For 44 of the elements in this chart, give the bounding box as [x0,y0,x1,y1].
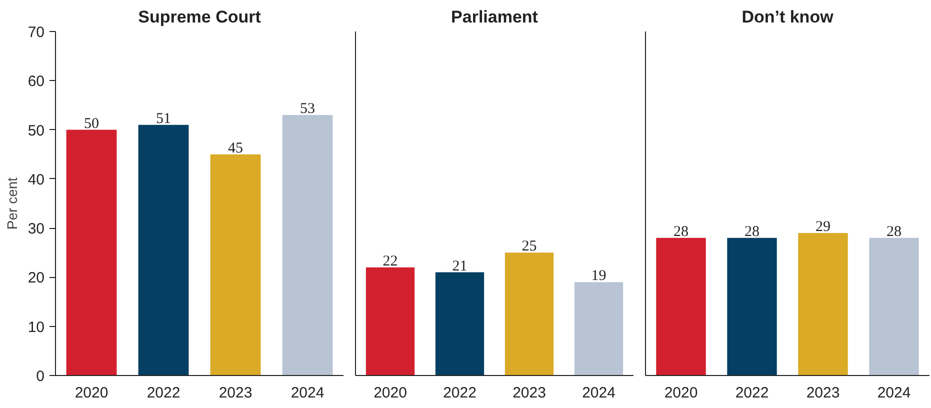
x-tick-label: 2023 [806,384,840,402]
bar [138,124,189,376]
x-tick-label: 2020 [664,384,698,402]
bar [282,115,333,376]
y-tick-label: 60 [28,73,45,90]
bar [574,282,624,376]
y-axis-title: Per cent [4,177,20,230]
bar [435,272,484,376]
y-tick-label: 20 [28,270,45,287]
data-label: 29 [816,218,830,235]
data-label: 53 [300,101,315,118]
data-label: 51 [156,110,171,127]
x-tick-label: 2020 [74,384,108,402]
x-tick-label: 2024 [582,384,616,402]
data-label: 28 [744,224,760,240]
data-label: 22 [382,253,398,270]
bar [366,267,415,376]
y-tick-label: 0 [36,368,44,385]
x-tick-label: 2022 [146,384,180,402]
data-label: 50 [84,116,99,132]
x-tick-label: 2022 [735,384,769,402]
x-tick-label: 2022 [443,384,476,402]
data-label: 25 [522,238,537,255]
data-label: 28 [886,224,902,240]
x-tick-label: 2023 [218,384,252,402]
x-tick-label: 2024 [877,384,911,402]
bar [504,252,554,376]
data-label: 21 [452,258,468,274]
x-tick-label: 2023 [512,384,546,402]
data-label: 28 [674,224,688,240]
y-tick-label: 70 [28,24,45,41]
y-tick-label: 40 [28,171,45,188]
x-tick-label: 2024 [290,384,324,402]
bar [66,130,117,376]
y-tick-label: 30 [28,220,45,238]
data-label: 19 [591,268,606,284]
y-tick-label: 50 [28,122,45,140]
y-tick-label: 10 [28,318,45,336]
x-tick-label: 2020 [374,384,407,402]
chart-title: Parliament [451,8,538,26]
data-label: 45 [228,140,243,156]
bar [210,154,261,376]
chart-title: Don’t know [742,8,834,26]
chart-title: Supreme Court [138,8,262,26]
